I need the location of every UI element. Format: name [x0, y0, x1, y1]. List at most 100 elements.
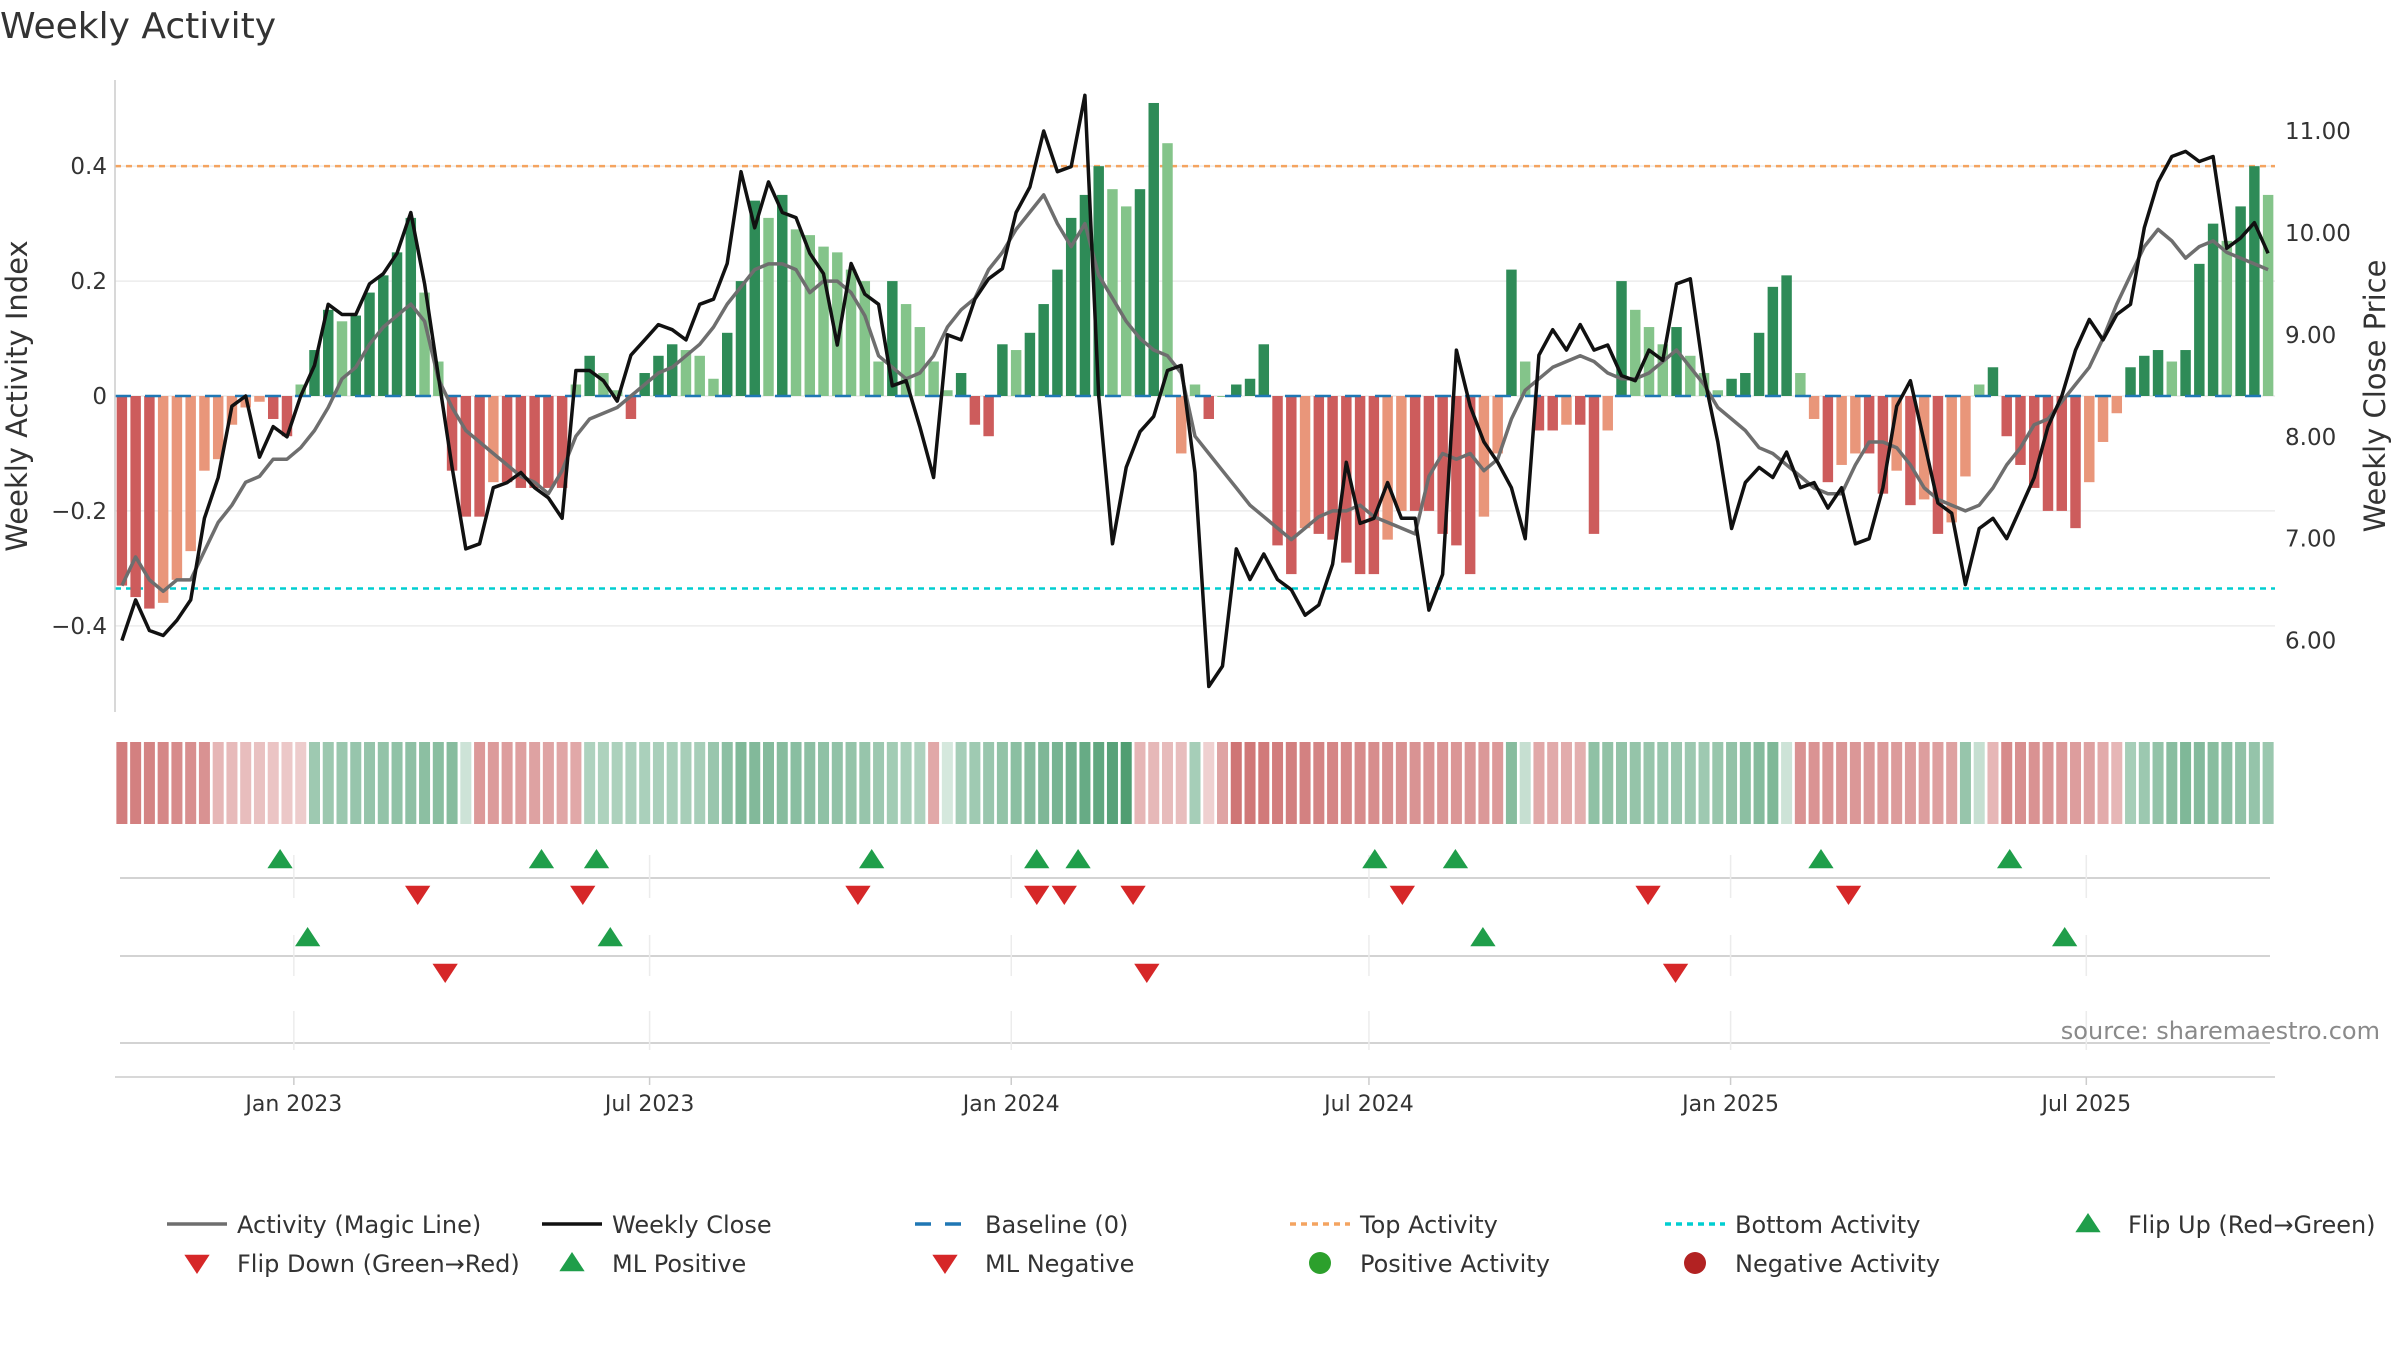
heat-cell: [1643, 742, 1655, 824]
activity-bar: [1808, 396, 1820, 419]
activity-bar: [2097, 396, 2109, 442]
activity-bar: [474, 396, 485, 517]
activity-bar: [2221, 240, 2233, 396]
heat-cell: [1891, 742, 1903, 824]
heat-cell: [2235, 742, 2247, 824]
heat-cell: [763, 742, 775, 824]
activity-bar: [1134, 189, 1146, 396]
activity-bar: [1354, 396, 1366, 575]
heat-cell: [322, 742, 334, 824]
activity-bar: [983, 396, 994, 437]
activity-bar: [1189, 384, 1201, 396]
heat-cell: [391, 742, 403, 824]
left-tick-label: −0.2: [51, 499, 107, 525]
activity-bar: [1726, 378, 1737, 396]
heat-cell: [487, 742, 499, 824]
activity-bar: [350, 315, 361, 396]
heat-cell: [1395, 742, 1407, 824]
heat-cell: [446, 742, 458, 824]
activity-bar: [1630, 309, 1641, 396]
heat-cell: [2152, 742, 2164, 824]
heat-cell: [377, 742, 389, 824]
activity-bar: [2207, 223, 2219, 396]
legend-label: Flip Down (Green→Red): [237, 1250, 520, 1278]
activity-bar: [1409, 396, 1421, 511]
heat-cell: [1217, 742, 1229, 824]
activity-bar: [2015, 396, 2026, 465]
activity-bar: [1602, 396, 1613, 431]
heat-cell: [1505, 742, 1517, 824]
heat-cell: [1753, 742, 1765, 824]
activity-bar: [1588, 396, 1600, 534]
activity-bar: [832, 252, 843, 396]
activity-bar: [1052, 269, 1063, 396]
ml-negative-marker: [1134, 963, 1160, 983]
left-axis-title: Weekly Activity Index: [0, 240, 34, 551]
heat-cell: [1368, 742, 1380, 824]
x-tick-label: Jul 2023: [603, 1092, 695, 1117]
flip-down-marker: [1835, 885, 1862, 905]
heat-cell: [818, 742, 830, 824]
activity-bar: [1478, 396, 1490, 517]
flip-down-marker: [1051, 885, 1077, 905]
heat-cell: [1203, 742, 1215, 824]
activity-bar: [212, 396, 224, 460]
activity-bar: [1781, 275, 1792, 396]
heat-cell: [983, 742, 995, 824]
activity-bar: [1341, 396, 1352, 563]
activity-bar: [1423, 396, 1435, 511]
x-tick-label: Jan 2025: [1680, 1092, 1779, 1117]
heat-cell: [130, 742, 142, 824]
right-tick-label: 7.00: [2285, 527, 2336, 553]
activity-bars: [116, 102, 2274, 609]
heat-cell: [859, 742, 871, 824]
heat-cell: [1299, 742, 1311, 824]
heat-cell: [212, 742, 224, 824]
heat-cell: [928, 742, 940, 824]
heat-cell: [790, 742, 802, 824]
activity-bar: [570, 384, 582, 396]
legend-swatch: [184, 1254, 210, 1274]
heat-cell: [1478, 742, 1490, 824]
heat-cell: [1148, 742, 1160, 824]
activity-bar: [955, 373, 967, 396]
flip-down-marker: [1120, 885, 1146, 905]
heat-cell: [2221, 742, 2233, 824]
heat-cell: [308, 742, 320, 824]
activity-bar: [1024, 332, 1036, 396]
legend-item-negact: Negative Activity: [1684, 1250, 1940, 1278]
heat-cell: [1134, 742, 1146, 824]
x-axis: Jan 2023 Jul 2023 Jan 2024 Jul 2024 Jan 2025…: [115, 1076, 2275, 1117]
activity-bar: [1038, 304, 1049, 396]
heat-cell: [1698, 742, 1710, 824]
heat-cell: [1547, 742, 1559, 824]
activity-bar: [1822, 396, 1834, 483]
activity-bar: [1616, 281, 1627, 396]
heat-cell: [1272, 742, 1284, 824]
activity-bar: [501, 396, 513, 483]
weekly-close-line: [120, 93, 2270, 689]
activity-bar: [2180, 350, 2191, 396]
activity-bar: [295, 384, 306, 396]
heat-cell: [1904, 742, 1916, 824]
left-tick-label: 0.4: [70, 154, 107, 180]
activity-bar: [254, 396, 265, 402]
activity-bar: [1533, 396, 1545, 431]
flip-down-marker: [1635, 885, 1661, 905]
activity-bar: [2125, 367, 2136, 396]
activity-bar: [1795, 373, 1806, 396]
activity-bar: [722, 332, 733, 396]
activity-bar: [914, 327, 926, 396]
activity-bar: [281, 396, 293, 437]
heat-cell: [749, 742, 761, 824]
activity-bar: [666, 344, 678, 396]
heat-cell: [1946, 742, 1958, 824]
activity-bar: [680, 350, 692, 396]
heat-cell: [1024, 742, 1036, 824]
left-tick-label: −0.4: [51, 614, 107, 640]
heat-cell: [625, 742, 637, 824]
heat-cell: [1093, 742, 1105, 824]
heat-cell: [1932, 742, 1944, 824]
activity-bar: [2042, 396, 2054, 511]
